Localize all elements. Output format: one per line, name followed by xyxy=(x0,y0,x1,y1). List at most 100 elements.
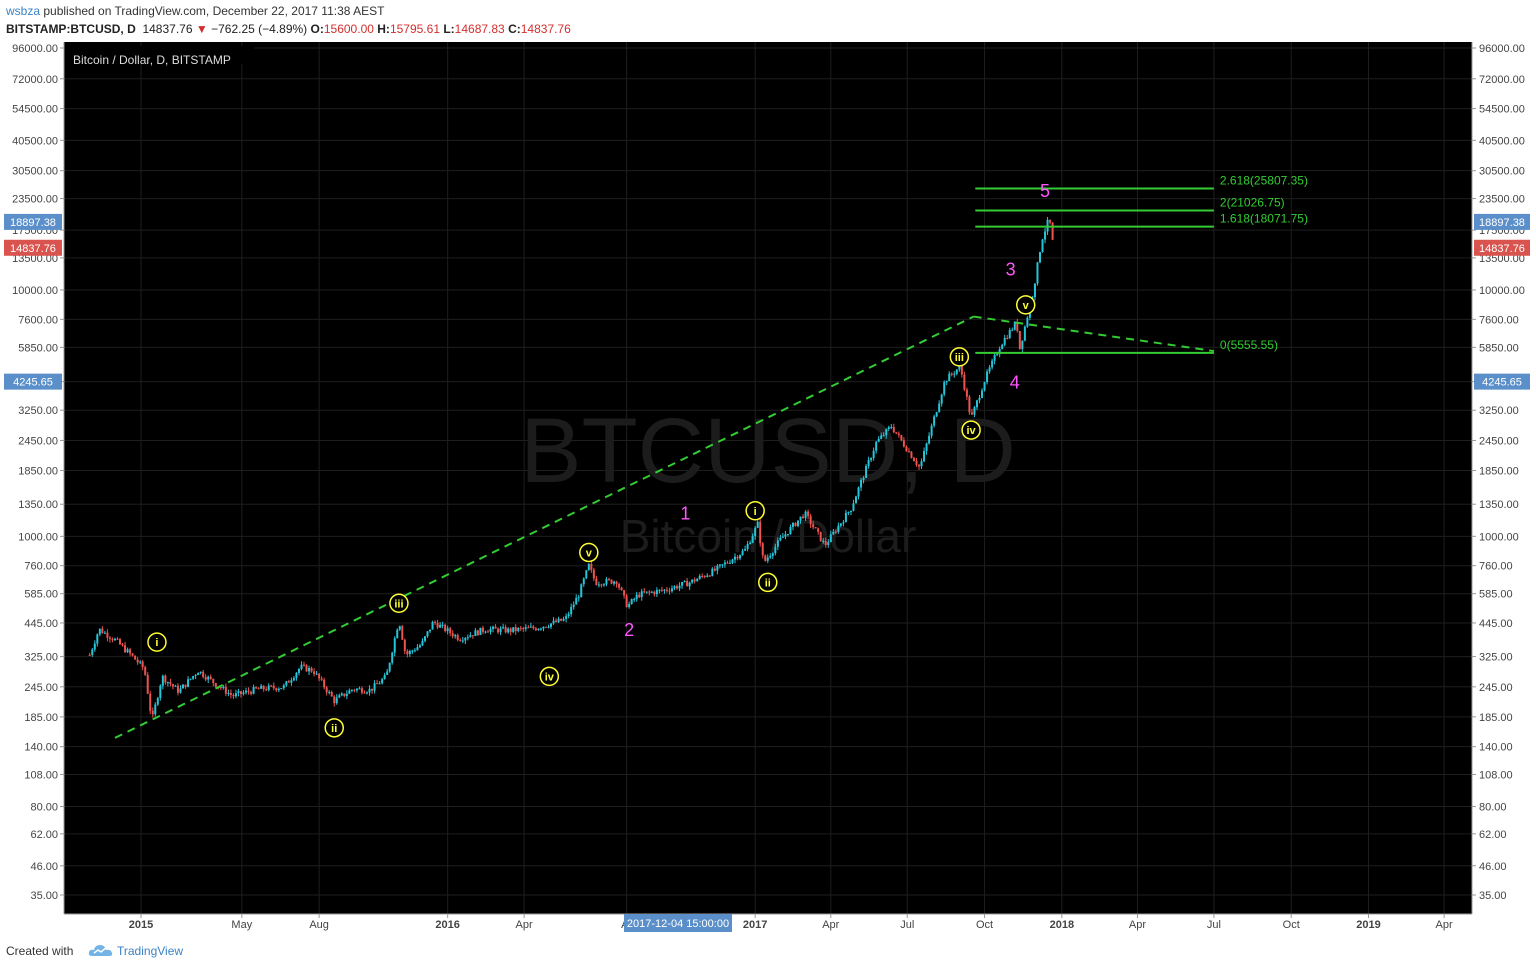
candle-body xyxy=(285,681,288,686)
candle-body xyxy=(592,569,595,579)
candle-body xyxy=(292,677,295,681)
candle-body xyxy=(262,685,265,690)
candle-body xyxy=(184,684,187,687)
candle-body xyxy=(613,581,616,584)
candle-body xyxy=(1016,321,1019,331)
candle-body xyxy=(824,540,827,546)
drawings: 2.618(25807.35) 2(21026.75) 1.618(18071.75… xyxy=(114,174,1308,739)
candle-body xyxy=(1001,344,1004,350)
right-price-tag-label: 18897.38 xyxy=(1479,217,1525,229)
candle-body xyxy=(1008,329,1011,339)
price-change: −762.25 (−4.89%) xyxy=(211,22,308,36)
right-tick-label: 3250.00 xyxy=(1479,405,1519,417)
created-with-text: Created with xyxy=(6,944,74,958)
left-tick-label: 3250.00 xyxy=(18,405,58,417)
candle-body xyxy=(731,559,734,563)
tradingview-link[interactable]: TradingView xyxy=(117,944,184,958)
candle-body xyxy=(182,684,185,689)
candle-body xyxy=(723,562,726,565)
candle-body xyxy=(393,638,396,653)
candle-body xyxy=(502,627,505,629)
left-tick-label: 54500.00 xyxy=(12,104,58,116)
author-link[interactable]: wsbza xyxy=(6,4,41,18)
candle-body xyxy=(421,640,424,646)
candle-body xyxy=(804,511,807,519)
candle-body xyxy=(552,620,555,624)
candle-body xyxy=(1026,317,1029,327)
candle-body xyxy=(628,603,631,608)
candle-body xyxy=(431,621,434,630)
right-tick-label: 35.00 xyxy=(1479,890,1507,902)
candle-body xyxy=(678,585,681,589)
candle-body xyxy=(774,546,777,554)
time-tick-label: Oct xyxy=(1283,919,1300,931)
left-tick-label: 80.00 xyxy=(30,802,58,814)
candle-body xyxy=(794,522,797,526)
candle-body xyxy=(633,599,636,601)
candle-body xyxy=(706,575,709,577)
major-wave-label: 5 xyxy=(1040,181,1050,201)
candle-body xyxy=(204,676,207,680)
candle-body xyxy=(607,579,610,581)
time-tick-label: Jul xyxy=(1207,919,1221,931)
left-tick-label: 35.00 xyxy=(30,890,58,902)
fib-level-label: 2(21026.75) xyxy=(1220,195,1285,209)
candle-body xyxy=(333,696,336,704)
candle-body xyxy=(418,645,421,648)
major-wave-label: 2 xyxy=(624,620,634,640)
candle-body xyxy=(159,685,162,699)
time-tick-label: 2017 xyxy=(743,919,767,931)
candle-body xyxy=(923,451,926,462)
tradingview-cloud-icon[interactable] xyxy=(88,942,114,960)
candle-body xyxy=(557,618,560,623)
right-tick-label: 185.00 xyxy=(1479,712,1513,724)
candle-body xyxy=(905,446,908,452)
candle-body xyxy=(522,628,525,630)
minor-wave-circle xyxy=(147,632,167,652)
candle-body xyxy=(229,692,232,696)
candle-body xyxy=(401,626,404,640)
candle-body xyxy=(928,435,931,444)
candle-body xyxy=(610,579,613,584)
candle-body xyxy=(335,697,338,704)
candle-body xyxy=(265,689,268,691)
candle-body xyxy=(668,590,671,592)
candle-body xyxy=(958,365,961,370)
candle-body xyxy=(481,627,484,632)
candle-body xyxy=(895,432,898,434)
candle-body xyxy=(360,688,363,693)
candle-body xyxy=(376,683,379,685)
candle-body xyxy=(1006,338,1009,340)
candle-body xyxy=(580,584,583,598)
trendline-dashed xyxy=(114,315,975,739)
symbol-label: BITSTAMP:BTCUSD, D xyxy=(6,22,136,36)
right-tick-label: 325.00 xyxy=(1479,652,1513,664)
candle-body xyxy=(1018,330,1021,349)
right-tick-label: 5850.00 xyxy=(1479,342,1519,354)
open-value: 15600.00 xyxy=(323,22,374,36)
left-tick-label: 62.00 xyxy=(30,829,58,841)
price-chart[interactable]: BTCUSD, D Bitcoin / Dollar 2.618(25807.3… xyxy=(0,42,1536,934)
candle-body xyxy=(670,588,673,592)
candle-body xyxy=(676,586,679,589)
candle-body xyxy=(902,440,905,447)
candle-body xyxy=(199,671,202,673)
left-price-tag-label: 14837.76 xyxy=(10,243,56,255)
candle-body xyxy=(635,594,638,600)
minor-wave-circle xyxy=(539,666,560,687)
crosshair-date-box xyxy=(624,914,732,932)
candle-body xyxy=(1003,338,1006,345)
candle-body xyxy=(275,688,278,691)
right-tick-label: 1850.00 xyxy=(1479,466,1519,478)
watermark-name: Bitcoin / Dollar xyxy=(620,510,917,562)
candle-body xyxy=(476,630,479,635)
candle-body xyxy=(325,687,328,693)
candle-body xyxy=(474,630,477,637)
time-tick-label: Apr xyxy=(1436,919,1453,931)
minor-wave-label: ii xyxy=(331,723,337,735)
candle-body xyxy=(277,688,280,691)
candle-body xyxy=(565,616,568,620)
candle-body xyxy=(665,589,668,591)
left-tick-label: 46.00 xyxy=(30,861,58,873)
candle-body xyxy=(141,661,144,668)
